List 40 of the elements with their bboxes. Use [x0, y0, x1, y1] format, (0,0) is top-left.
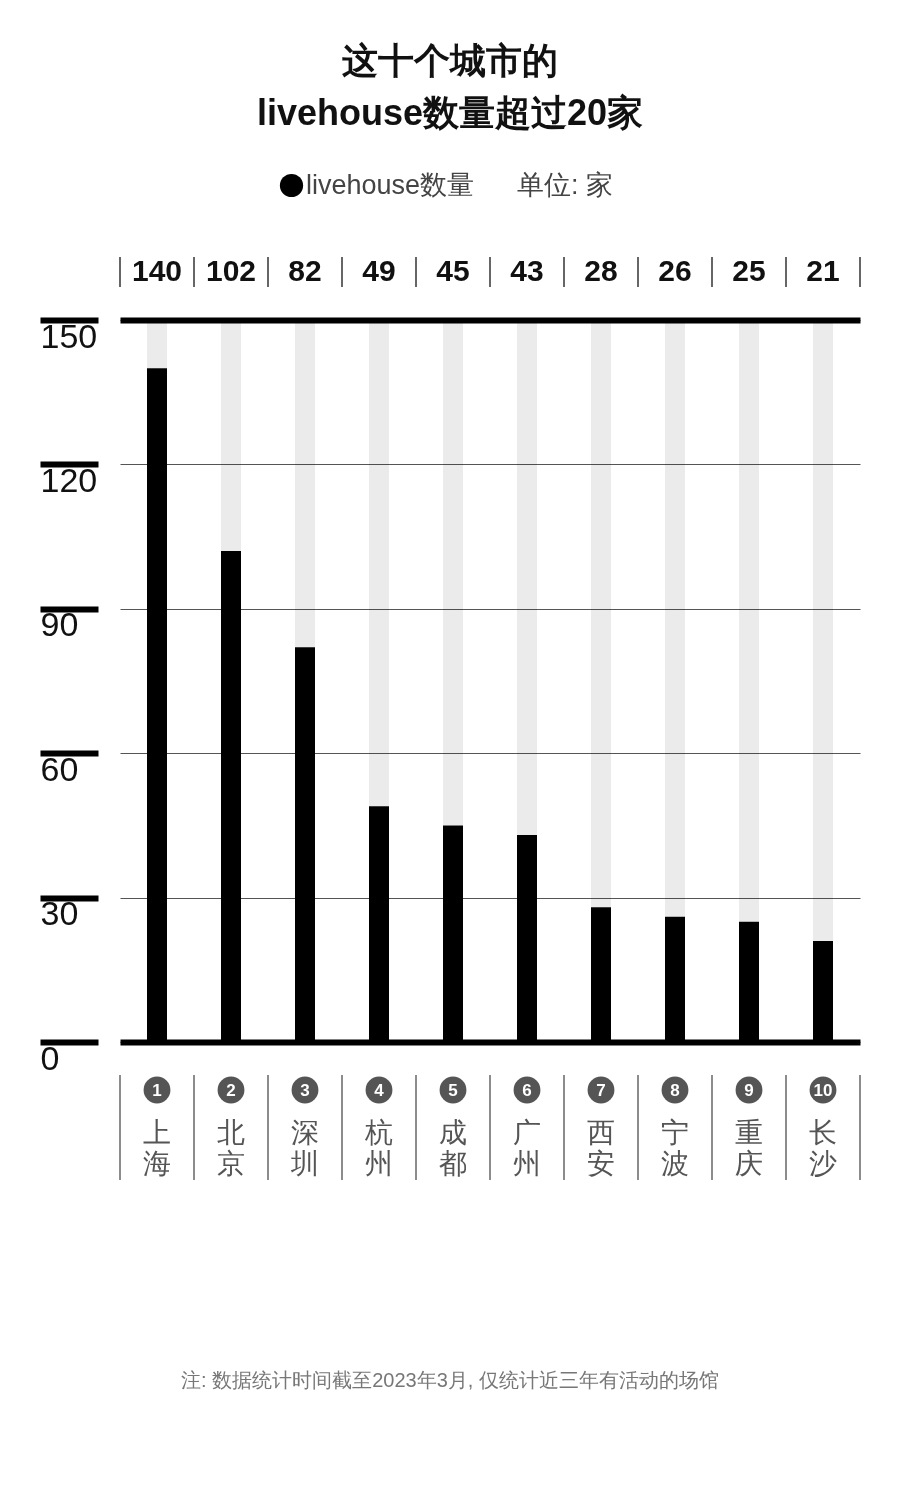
- x-tick-label: 北京: [217, 1116, 245, 1179]
- y-tick-label: 150: [40, 316, 98, 355]
- y-tick-label: 0: [40, 1038, 60, 1077]
- x-tick-label: 深圳: [290, 1116, 319, 1179]
- data-label: 140: [131, 254, 183, 287]
- text: 3: [300, 1081, 310, 1100]
- text: 10: [813, 1081, 833, 1100]
- y-tick-label: 120: [40, 460, 98, 499]
- legend-label: livehouse数量: [306, 169, 475, 200]
- data-label: 49: [362, 254, 396, 287]
- text: 1: [152, 1081, 162, 1100]
- data-label: 102: [205, 254, 257, 287]
- x-tick-label: 广州: [513, 1116, 541, 1179]
- y-tick-label: 90: [40, 605, 79, 644]
- x-tick-label: 长沙: [809, 1116, 837, 1179]
- x-tick-label: 上海: [143, 1116, 171, 1179]
- y-tick-label: 60: [40, 749, 79, 788]
- data-label: 26: [658, 254, 692, 287]
- text: 8: [670, 1081, 680, 1100]
- text: 2: [226, 1081, 236, 1100]
- data-label: 45: [436, 254, 470, 287]
- x-tick-label: 杭州: [364, 1116, 393, 1179]
- data-label: 43: [510, 254, 544, 287]
- text: 注: 数据统计时间截至2023年3月, 仅统计近三年有活动的场馆: [181, 1369, 719, 1391]
- x-tick-label: 西安: [587, 1116, 615, 1179]
- data-label: 21: [806, 254, 840, 287]
- data-label: 28: [584, 254, 618, 287]
- text: 7: [596, 1081, 606, 1100]
- data-label: 25: [732, 254, 766, 287]
- y-tick-label: 30: [40, 894, 79, 933]
- data-label: 82: [288, 254, 322, 287]
- text: 4: [374, 1081, 385, 1100]
- text: 5: [448, 1081, 458, 1100]
- chart-title: 这十个城市的 livehouse数量超过20家: [256, 40, 644, 133]
- x-tick-label: 宁波: [661, 1116, 689, 1179]
- text: 6: [522, 1081, 532, 1100]
- x-tick-label: 重庆: [735, 1116, 763, 1179]
- chart-subtitle: 单位: 家: [517, 170, 614, 200]
- x-tick-label: 成都: [439, 1116, 467, 1179]
- text: 9: [744, 1081, 754, 1100]
